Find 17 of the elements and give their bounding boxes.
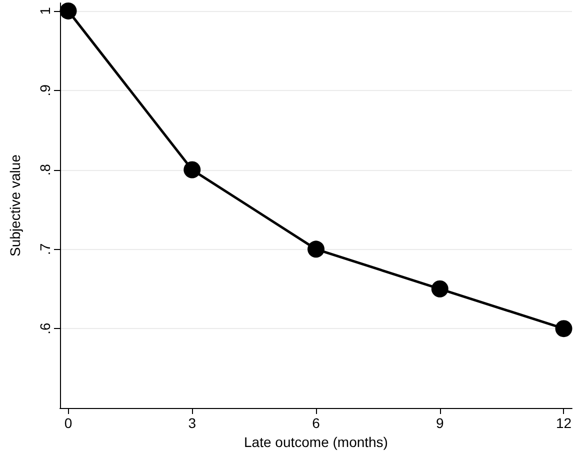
y-tick-label: 1 xyxy=(37,6,53,15)
x-tick-label: 12 xyxy=(556,415,572,431)
x-tick-label: 6 xyxy=(312,415,320,431)
y-tick-label: .6 xyxy=(37,322,53,334)
x-axis-title: Late outcome (months) xyxy=(244,434,388,450)
x-tick-label: 9 xyxy=(436,415,444,431)
x-tick-label: 0 xyxy=(64,415,72,431)
point xyxy=(60,2,77,20)
point xyxy=(431,280,448,298)
x-tick-label: 3 xyxy=(188,415,196,431)
y-tick-label: .8 xyxy=(37,164,53,176)
point xyxy=(308,240,324,258)
y-axis-title: Subjective value xyxy=(7,154,23,256)
point xyxy=(184,161,201,178)
y-tick-label: .7 xyxy=(37,243,53,256)
point xyxy=(555,320,572,338)
y-tick-label: .9 xyxy=(37,84,53,96)
